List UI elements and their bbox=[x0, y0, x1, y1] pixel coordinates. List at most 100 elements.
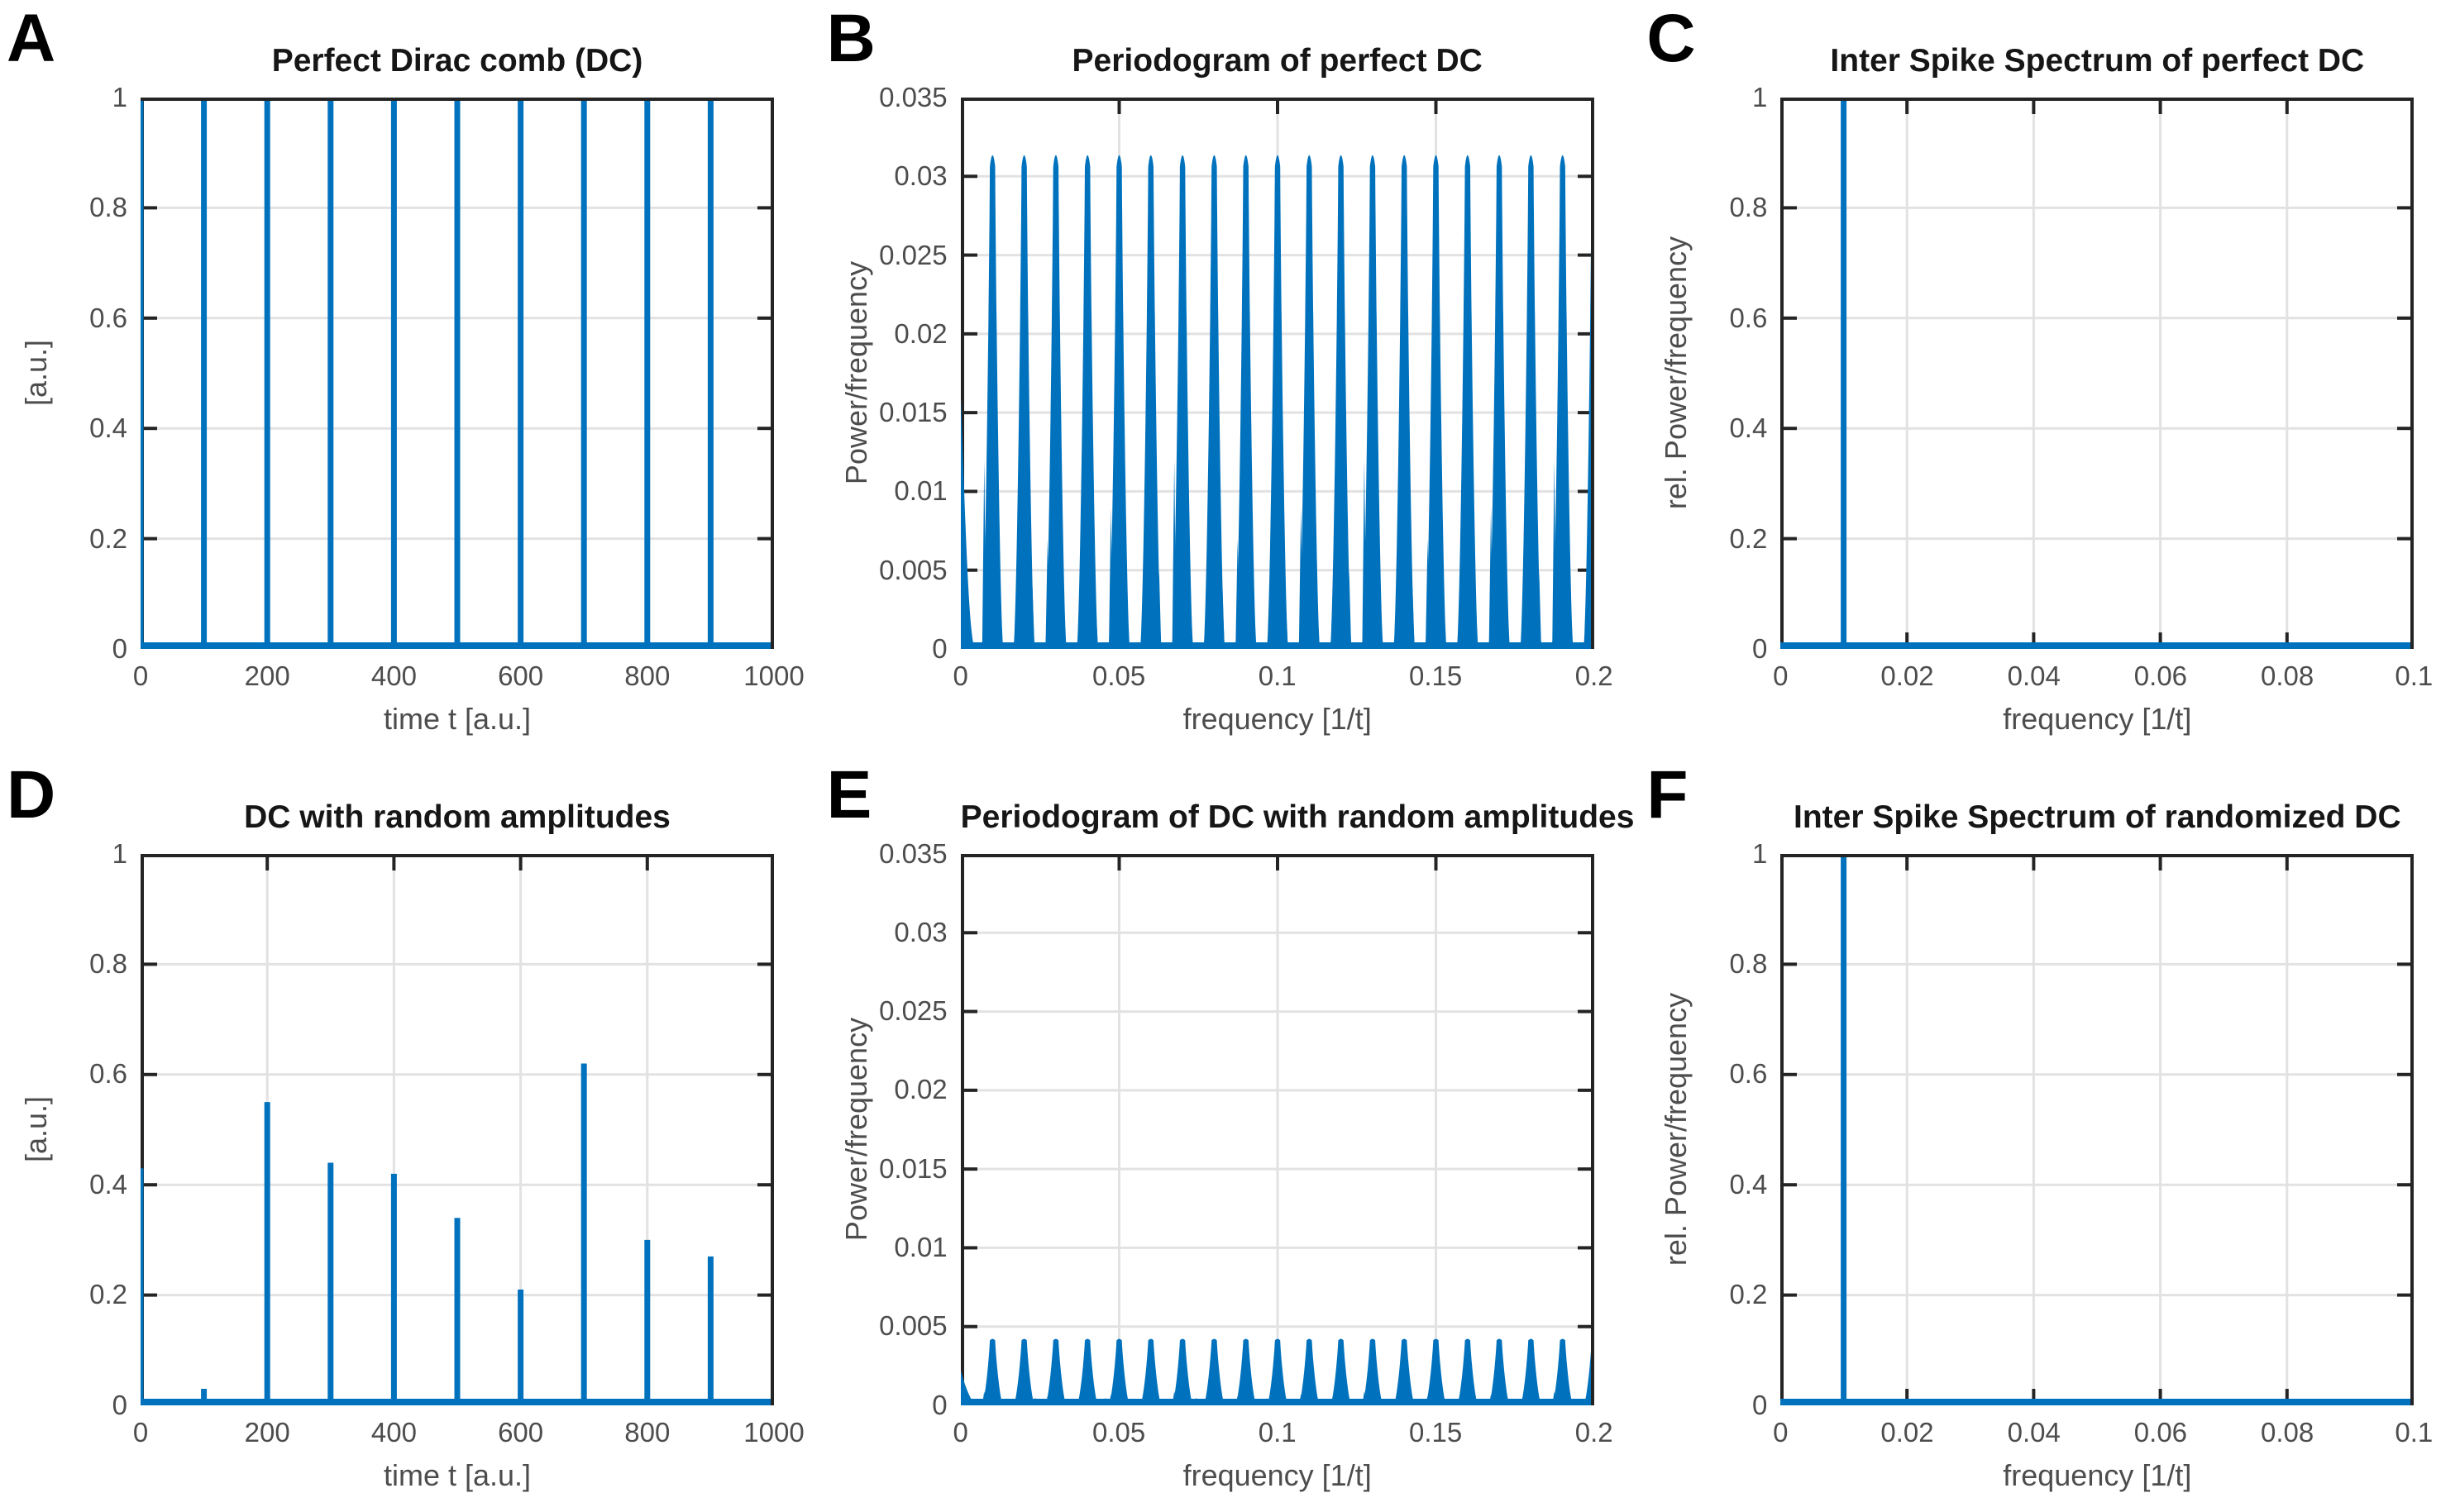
periodogram-sidelobe bbox=[1410, 585, 1415, 649]
x-tick-label: 0.1 bbox=[2395, 1416, 2434, 1448]
periodogram-peak bbox=[1266, 155, 1288, 649]
x-tick-label: 0 bbox=[1773, 661, 1789, 691]
periodogram-peak bbox=[1520, 1338, 1542, 1405]
periodogram-sidelobe bbox=[1551, 460, 1556, 649]
x-tick-label: 0.15 bbox=[1409, 1416, 1463, 1448]
y-tick-label: 0.8 bbox=[1729, 947, 1768, 979]
periodogram-peak bbox=[1235, 1338, 1257, 1405]
periodogram-sidelobe bbox=[1425, 538, 1430, 649]
periodogram-peak bbox=[1108, 155, 1130, 649]
y-tick-label: 0 bbox=[1751, 1389, 1768, 1420]
periodogram-peak bbox=[1203, 1338, 1225, 1405]
panel-d-ylabel: [a.u.] bbox=[19, 1095, 53, 1162]
y-tick-label: 0.2 bbox=[1729, 1279, 1768, 1310]
panel-a-plot-area bbox=[141, 98, 774, 649]
x-tick-label: 0 bbox=[953, 661, 968, 691]
periodogram-peak bbox=[1456, 1338, 1478, 1405]
x-tick-label: 0.15 bbox=[1409, 661, 1463, 691]
x-tick-label: 0.05 bbox=[1092, 1416, 1146, 1448]
periodogram-peak bbox=[1551, 155, 1574, 649]
panel-c-xlabel: frequency [1/t] bbox=[2003, 702, 2192, 736]
periodogram-sidelobe bbox=[1029, 585, 1034, 649]
panel-e-ylabel: Power/frequency bbox=[838, 1017, 873, 1241]
panel-a: A Perfect Dirac comb (DC) [a.u.] time t … bbox=[0, 0, 820, 756]
panel-d-xlabel: time t [a.u.] bbox=[383, 1457, 532, 1492]
x-tick-label: 400 bbox=[370, 661, 417, 691]
panel-a-xlabel: time t [a.u.] bbox=[383, 702, 532, 736]
panel-f-xlabel: frequency [1/t] bbox=[2003, 1457, 2192, 1492]
periodogram-peak bbox=[1425, 155, 1447, 649]
x-tick-label: 0 bbox=[953, 1416, 968, 1448]
periodogram-peak bbox=[1044, 155, 1067, 649]
y-tick-label: 1 bbox=[112, 82, 127, 112]
periodogram-peak bbox=[1392, 1338, 1415, 1405]
panel-a-ylabel: [a.u.] bbox=[19, 339, 53, 407]
periodogram-sidelobe bbox=[1536, 570, 1541, 649]
y-tick-label: 0 bbox=[112, 633, 127, 664]
panel-e-xlabel: frequency [1/t] bbox=[1182, 1457, 1372, 1492]
x-tick-label: 0.2 bbox=[1574, 1416, 1613, 1448]
x-tick-label: 1000 bbox=[743, 661, 805, 691]
x-tick-label: 0.1 bbox=[2395, 661, 2434, 691]
panel-b: B Periodogram of perfect DC Power/freque… bbox=[820, 0, 1641, 756]
y-tick-label: 0.6 bbox=[1729, 1058, 1768, 1090]
y-tick-label: 1 bbox=[1751, 82, 1768, 112]
x-tick-label: 0.06 bbox=[2133, 1416, 2188, 1448]
x-tick-label: 0.08 bbox=[2261, 661, 2314, 691]
periodogram-peak bbox=[1520, 155, 1542, 649]
y-tick-label: 0.005 bbox=[879, 554, 948, 585]
y-tick-label: 0.01 bbox=[894, 475, 948, 507]
panel-letter-b: B bbox=[826, 1, 876, 76]
panel-e-title: Periodogram of DC with random amplitudes bbox=[960, 799, 1635, 835]
x-tick-label: 0.06 bbox=[2133, 661, 2188, 691]
x-tick-label: 0.04 bbox=[2007, 661, 2061, 691]
periodogram-peak bbox=[1235, 155, 1257, 649]
panel-d-plot-area bbox=[141, 853, 774, 1405]
y-tick-label: 0.2 bbox=[1729, 522, 1768, 554]
panel-f-plot-area bbox=[1780, 853, 2415, 1405]
panel-c-plot-area bbox=[1780, 98, 2415, 649]
x-tick-label: 0.08 bbox=[2261, 1416, 2314, 1448]
panel-e: E Periodogram of DC with random amplitud… bbox=[820, 756, 1641, 1512]
periodogram-peak bbox=[1456, 155, 1478, 649]
panel-d-title: DC with random amplitudes bbox=[244, 799, 671, 835]
periodogram-sidelobe bbox=[1093, 601, 1098, 649]
panel-f-ylabel: rel. Power/frequency bbox=[1659, 992, 1693, 1266]
y-tick-label: 1 bbox=[1751, 837, 1768, 869]
y-tick-label: 0.035 bbox=[879, 82, 948, 112]
panel-letter-f: F bbox=[1646, 756, 1689, 832]
y-tick-label: 0.8 bbox=[89, 947, 127, 979]
y-tick-label: 0.02 bbox=[894, 317, 948, 349]
panel-letter-a: A bbox=[7, 1, 56, 76]
periodogram-sidelobe bbox=[982, 460, 986, 649]
periodogram-sidelobe bbox=[1045, 538, 1050, 649]
periodogram-peak bbox=[1297, 1338, 1320, 1405]
periodogram-peak bbox=[1044, 1338, 1067, 1405]
x-tick-label: 400 bbox=[370, 1416, 417, 1448]
x-tick-label: 0 bbox=[1773, 1416, 1789, 1448]
periodogram-peak bbox=[1171, 155, 1193, 649]
periodogram-sidelobe bbox=[1108, 507, 1113, 649]
y-tick-label: 0.8 bbox=[1729, 192, 1768, 223]
y-tick-label: 0.6 bbox=[89, 1058, 127, 1090]
periodogram-peak bbox=[981, 155, 1003, 649]
y-tick-label: 0 bbox=[932, 633, 948, 664]
periodogram-peak bbox=[1013, 155, 1035, 649]
y-tick-label: 1 bbox=[112, 837, 127, 869]
periodogram-zero-lobe bbox=[960, 397, 975, 649]
periodogram-sidelobe bbox=[1172, 460, 1177, 649]
x-tick-label: 0.05 bbox=[1092, 661, 1146, 691]
x-tick-label: 1000 bbox=[743, 1416, 805, 1448]
x-tick-label: 0.2 bbox=[1574, 661, 1613, 691]
panel-letter-e: E bbox=[826, 756, 872, 832]
y-tick-label: 0.01 bbox=[894, 1231, 948, 1262]
periodogram-peak bbox=[1551, 1338, 1574, 1405]
panel-b-title: Periodogram of perfect DC bbox=[1072, 43, 1483, 79]
y-tick-label: 0 bbox=[932, 1389, 948, 1420]
y-tick-label: 0.6 bbox=[1729, 302, 1768, 333]
periodogram-peak bbox=[1013, 1338, 1035, 1405]
periodogram-peak bbox=[1361, 155, 1383, 649]
x-tick-label: 0.02 bbox=[1880, 1416, 1934, 1448]
periodogram-peak bbox=[1425, 1338, 1447, 1405]
